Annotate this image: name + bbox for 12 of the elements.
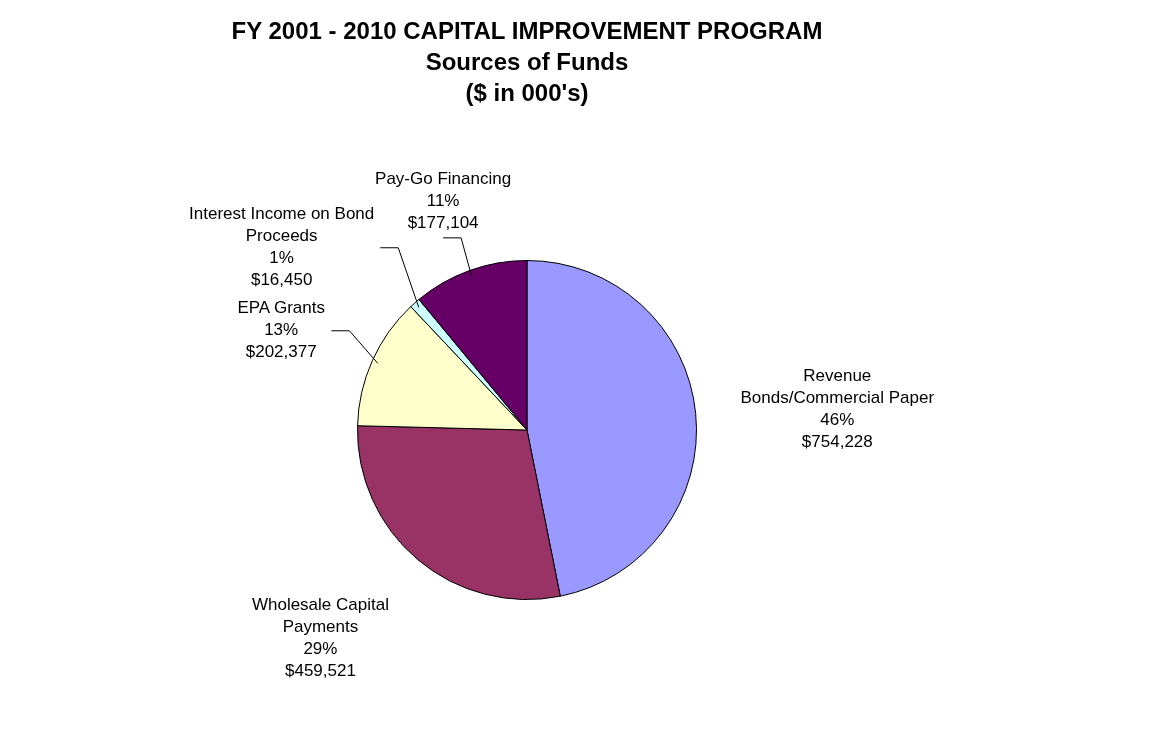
slice-label: Interest Income on Bond Proceeds	[189, 204, 375, 246]
chart-title: FY 2001 - 2010 CAPITAL IMPROVEMENT PROGRAM	[231, 16, 823, 44]
data-label: 13% $202,377	[245, 320, 317, 362]
slice-label: Pay-Go Financing	[375, 168, 512, 188]
chart-subtitle: Sources of Funds ($ in 000's)	[425, 47, 629, 106]
slice-label: EPA Grants	[237, 298, 325, 318]
data-label: 29% $459,521	[284, 638, 356, 680]
data-label: 1% $16,450	[250, 248, 313, 290]
slice-label: Wholesale Capital Payments	[251, 594, 389, 636]
data-label: 46% $754,228	[801, 409, 873, 451]
data-label: 11% $177,104	[407, 190, 479, 232]
slice-label: Revenue Bonds/Commercial Paper	[740, 365, 935, 407]
